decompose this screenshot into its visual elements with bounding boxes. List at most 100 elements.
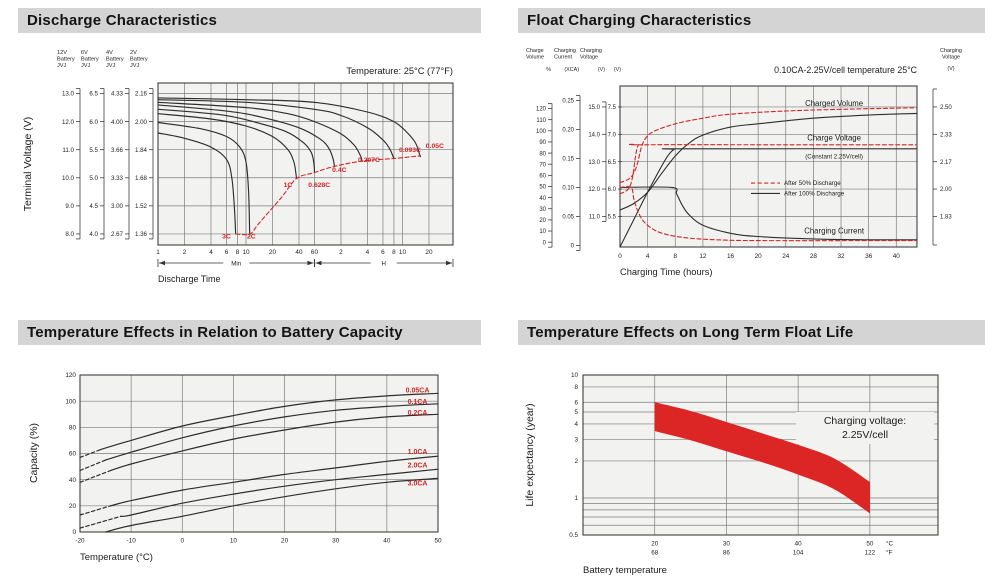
svg-text:3.66: 3.66 (111, 147, 124, 154)
float-charging-curves (619, 107, 918, 248)
svg-text:11.0: 11.0 (62, 147, 74, 154)
svg-text:12: 12 (699, 253, 707, 260)
svg-text:20: 20 (651, 541, 659, 548)
svg-text:30: 30 (539, 207, 546, 213)
svg-text:13.0: 13.0 (588, 160, 600, 166)
svg-text:2.33: 2.33 (940, 133, 952, 139)
svg-text:80: 80 (69, 425, 77, 432)
svg-text:20: 20 (69, 503, 77, 510)
svg-text:0: 0 (543, 240, 547, 246)
svg-text:0: 0 (181, 538, 185, 545)
svg-text:4: 4 (574, 421, 578, 428)
svg-text:40: 40 (69, 477, 77, 484)
svg-text:°F: °F (886, 549, 893, 557)
svg-text:(V): (V) (947, 66, 954, 72)
capacity-rate-labels: 0.05CA 0.1CA 0.2CA 1.0CA 2.0CA 3.0CA (406, 388, 430, 488)
svg-text:4: 4 (209, 249, 213, 256)
svg-text:3.33: 3.33 (111, 175, 124, 182)
svg-text:28: 28 (810, 253, 818, 260)
svg-text:-20: -20 (75, 538, 85, 545)
svg-text:15.0: 15.0 (588, 105, 600, 111)
svg-text:24: 24 (782, 253, 790, 260)
svg-text:13.0: 13.0 (62, 91, 75, 98)
discharge-curves (157, 97, 421, 236)
svg-text:0.1CA: 0.1CA (408, 399, 428, 406)
float-charging-characteristics-chart: ChargeVolume%120110100908070605040302010… (526, 48, 962, 277)
svg-text:10.0: 10.0 (62, 175, 75, 182)
section-title-capacity-temp: Temperature Effects in Relation to Batte… (18, 320, 481, 345)
svg-text:Charging voltage:: Charging voltage: (824, 415, 906, 427)
svg-text:20: 20 (755, 253, 763, 260)
svg-text:7.0: 7.0 (608, 133, 617, 139)
svg-text:Charging: Charging (580, 48, 602, 54)
svg-text:Charging: Charging (554, 48, 576, 54)
svg-text:40: 40 (539, 196, 546, 202)
svg-text:1.83: 1.83 (940, 215, 952, 221)
section-title-discharge: Discharge Characteristics (18, 8, 481, 33)
svg-text:0.05: 0.05 (562, 215, 574, 221)
svg-text:10: 10 (242, 249, 250, 256)
svg-text:Charging Time (hours): Charging Time (hours) (620, 267, 713, 277)
svg-text:Volume: Volume (526, 54, 544, 60)
capacity-plot (79, 374, 439, 533)
svg-text:0.20: 0.20 (562, 128, 574, 134)
discharge-characteristics-chart: 12VBatteryJVJ13.012.011.010.09.08.06VBat… (22, 50, 454, 284)
svg-text:2.00: 2.00 (135, 119, 148, 126)
svg-text:12.0: 12.0 (588, 187, 600, 193)
svg-text:Temperature (°C): Temperature (°C) (80, 552, 153, 563)
svg-text:2: 2 (574, 458, 578, 465)
section-title-float-charging: Float Charging Characteristics (518, 8, 985, 33)
svg-text:12.0: 12.0 (62, 119, 75, 126)
svg-text:Voltage: Voltage (580, 54, 598, 60)
svg-text:50: 50 (539, 185, 546, 191)
svg-text:2.25V/cell: 2.25V/cell (842, 429, 888, 441)
section-float-charging: Float Charging Characteristics Charge Vol… (518, 8, 985, 301)
svg-text:3C: 3C (222, 234, 231, 241)
svg-text:Terminal Voltage (V): Terminal Voltage (V) (22, 117, 34, 212)
svg-text:(V): (V) (614, 67, 621, 73)
svg-text:0: 0 (571, 244, 575, 250)
svg-text:Battery: Battery (81, 57, 99, 63)
svg-text:Min: Min (231, 260, 242, 267)
svg-text:8: 8 (236, 249, 240, 256)
svg-text:1.68: 1.68 (135, 175, 148, 182)
svg-text:20: 20 (539, 218, 546, 224)
section-float-life: Temperature Effects on Long Term Float L… (518, 320, 985, 586)
svg-text:0.25: 0.25 (562, 99, 574, 105)
svg-text:6.5: 6.5 (89, 91, 98, 98)
svg-text:(XCA): (XCA) (564, 67, 579, 73)
svg-text:90: 90 (539, 140, 546, 146)
svg-text:40: 40 (295, 249, 303, 256)
svg-text:20: 20 (269, 249, 277, 256)
svg-text:Voltage: Voltage (942, 54, 960, 60)
svg-text:30: 30 (332, 538, 340, 545)
svg-text:2.17: 2.17 (940, 160, 952, 166)
svg-text:20: 20 (281, 538, 289, 545)
svg-text:JVJ: JVJ (106, 63, 116, 69)
svg-text:60: 60 (69, 451, 77, 458)
svg-text:110: 110 (536, 118, 546, 124)
svg-text:0.10CA-2.25V/cell temperature: 0.10CA-2.25V/cell temperature 25°C (774, 65, 918, 75)
float-charging-left-axes: ChargeVolume%120110100908070605040302010… (526, 48, 622, 251)
svg-text:0.5: 0.5 (569, 532, 578, 539)
svg-text:1C: 1C (284, 182, 293, 189)
svg-text:0.2CA: 0.2CA (408, 410, 428, 417)
section-capacity-temp: Temperature Effects in Relation to Batte… (18, 320, 481, 586)
svg-text:8.0: 8.0 (65, 231, 74, 238)
svg-text:6: 6 (381, 249, 385, 256)
svg-text:After 100% Discharge: After 100% Discharge (784, 190, 845, 197)
svg-text:4.33: 4.33 (111, 91, 124, 98)
svg-text:9.0: 9.0 (65, 203, 74, 210)
float-charging-plot (619, 85, 918, 248)
svg-text:Charge Voltage: Charge Voltage (807, 134, 861, 143)
svg-text:0.207C: 0.207C (358, 157, 380, 164)
svg-text:100: 100 (65, 398, 76, 405)
svg-text:0: 0 (72, 529, 76, 536)
svg-text:40: 40 (795, 541, 803, 548)
svg-text:5.5: 5.5 (89, 147, 98, 154)
svg-text:Temperature: 25°C (77°F): Temperature: 25°C (77°F) (346, 66, 453, 76)
svg-text:3: 3 (574, 437, 578, 444)
svg-text:16: 16 (727, 253, 735, 260)
